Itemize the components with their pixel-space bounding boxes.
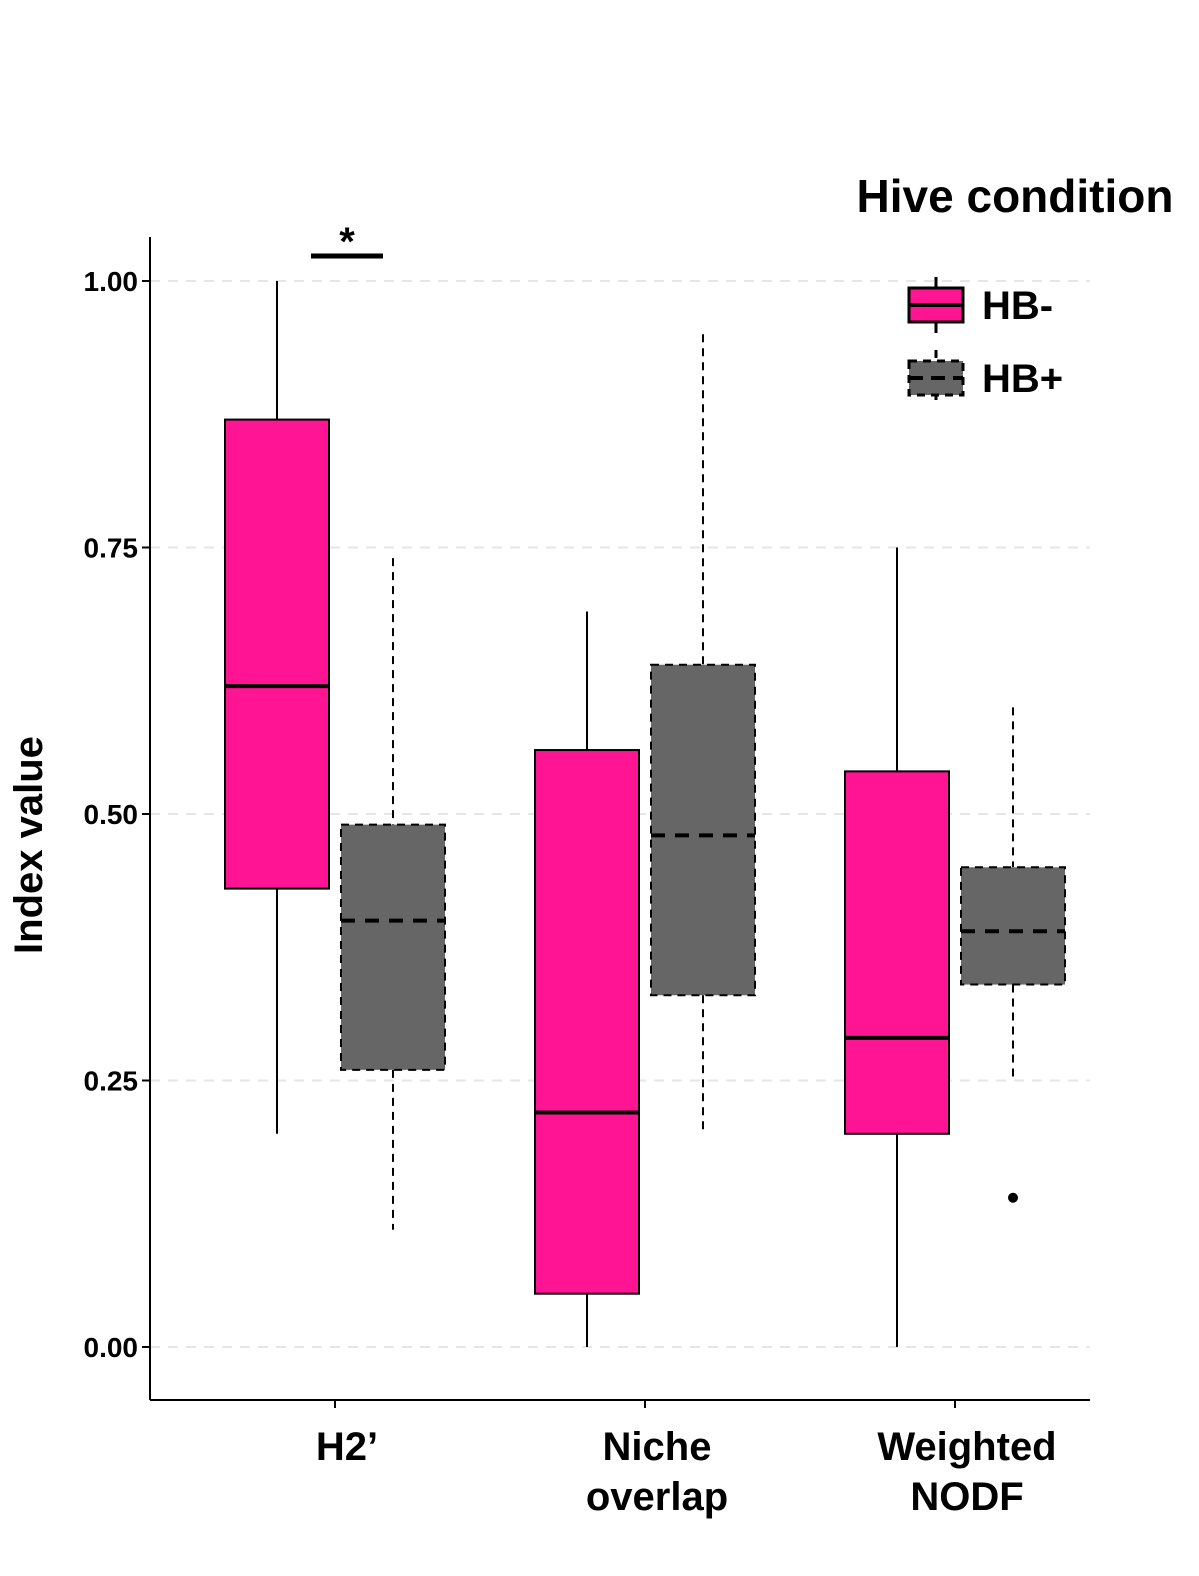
x-category-label-line: NODF [910, 1475, 1023, 1519]
legend-label: HB- [982, 284, 1053, 328]
y-tick-label: 0.25 [84, 1066, 139, 1097]
significance-star: * [339, 220, 355, 264]
y-axis-title: Index value [7, 736, 51, 954]
x-category-label: Weighted NODF [877, 1425, 1056, 1519]
axes-layer [142, 237, 1090, 1408]
box-iqr [844, 770, 950, 1135]
x-category-label: Niche overlap [586, 1425, 728, 1519]
outlier-point [1008, 1192, 1018, 1203]
box-iqr [224, 418, 330, 890]
box-HB--0 [224, 281, 330, 1134]
text-layer: 0.00 0.25 0.50 0.75 1.00 H2’ Niche overlap Weigh… [7, 220, 1057, 1519]
boxes-layer [224, 281, 1066, 1347]
legend-label: HB+ [982, 357, 1063, 401]
box-iqr [340, 823, 446, 1071]
x-category-label-line: H2’ [316, 1425, 378, 1469]
x-category-label-line: Niche [603, 1425, 712, 1469]
legend-key-HB+ [907, 350, 965, 406]
y-tick-label: 0.75 [84, 533, 139, 564]
box-HB--2 [844, 547, 950, 1347]
legend-key-HB- [907, 277, 965, 333]
box-iqr [960, 866, 1066, 986]
box-HB--1 [534, 611, 640, 1347]
y-tick-label: 0.50 [84, 799, 139, 830]
box-iqr [534, 749, 640, 1295]
y-tick-label: 1.00 [84, 266, 139, 297]
x-category-label-line: overlap [586, 1475, 728, 1519]
legend: Hive condition HB- HB+ [857, 170, 1174, 406]
x-category-label: H2’ [316, 1425, 378, 1469]
box-HB+-2 [960, 707, 1066, 1203]
box-HB+-1 [650, 334, 756, 1134]
box-iqr [650, 663, 756, 997]
y-tick-label: 0.00 [84, 1332, 139, 1363]
legend-title: Hive condition [857, 170, 1174, 222]
box-HB+-0 [340, 558, 446, 1230]
x-category-label-line: Weighted [877, 1425, 1056, 1469]
